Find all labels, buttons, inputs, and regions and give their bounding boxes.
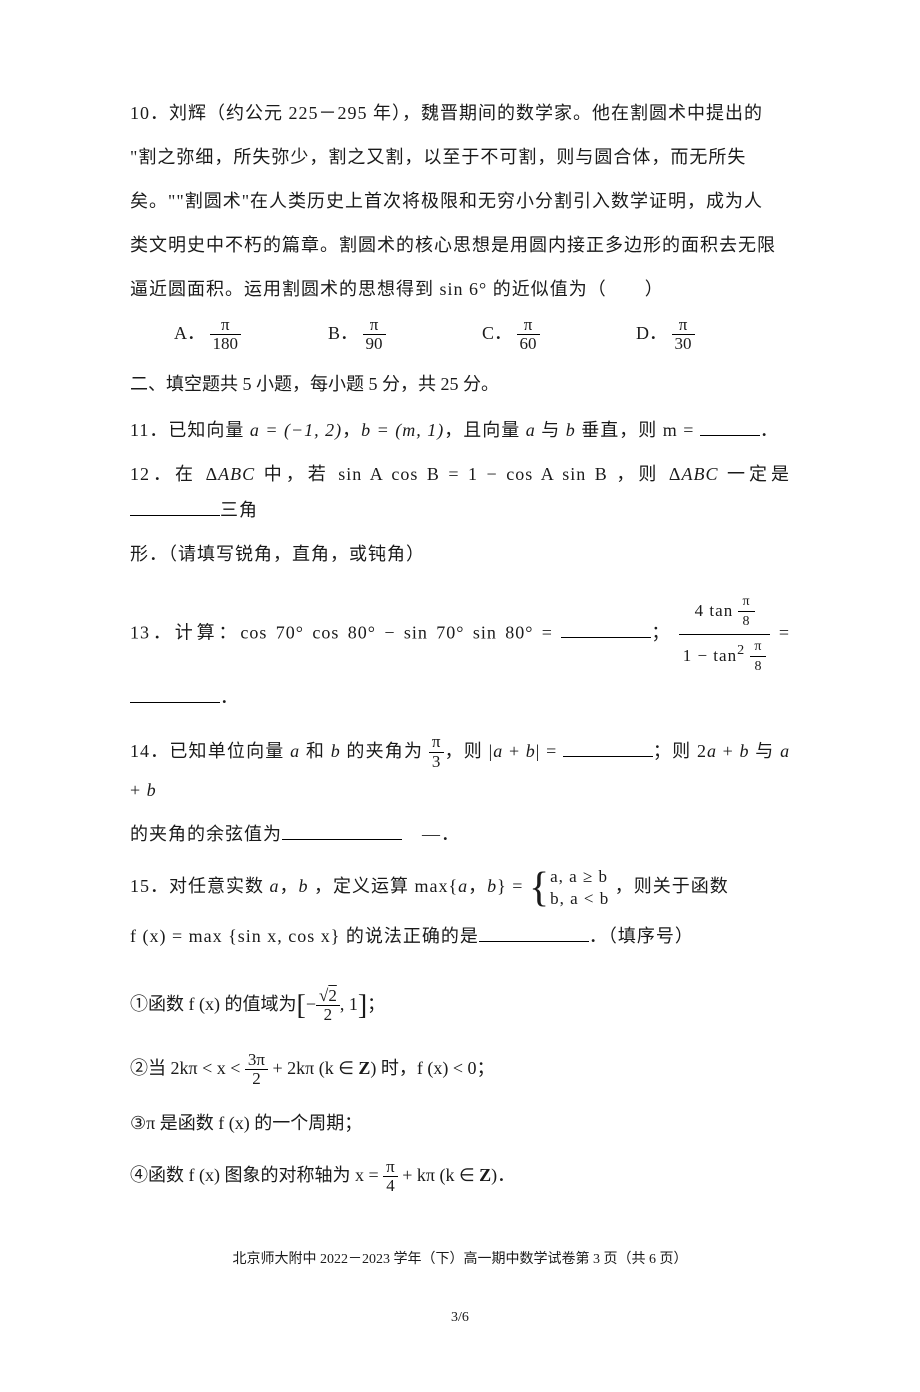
statement-2: ②当 2kπ < x < 3π2 + 2kπ (k ∈ Z) 时，f (x) <… (130, 1050, 790, 1089)
q12-line2: 形．（请填写锐角，直角，或钝角） (130, 536, 790, 572)
q12-line1: 12．在 ΔABC 中，若 sin A cos B = 1 − cos A si… (130, 456, 790, 528)
blank-input[interactable] (130, 498, 220, 516)
section2-title: 二、填空题共 5 小题，每小题 5 分，共 25 分。 (130, 366, 790, 402)
q15-line1: 15．对任意实数 a，b ，定义运算 max{a，b} = {a, a ≥ bb… (130, 866, 790, 910)
page-footer: 北京师大附中 2022－2023 学年（下）高一期中数学试卷第 3 页（共 6 … (130, 1246, 790, 1274)
choice-d: D． π30 (636, 315, 790, 354)
q10-line1: 10．刘辉（约公元 225－295 年），魏晋期间的数学家。他在割圆术中提出的 (130, 95, 790, 131)
blank-input[interactable] (563, 739, 653, 757)
q10-number: 10． (130, 103, 169, 123)
blank-input[interactable] (282, 822, 402, 840)
statement-4: ④函数 f (x) 图象的对称轴为 x = π4 + kπ (k ∈ Z)． (130, 1157, 790, 1196)
choice-b: B． π90 (328, 315, 482, 354)
q13: 13．计算：cos 70° cos 80° − sin 70° sin 80° … (130, 590, 790, 715)
blank-input[interactable] (700, 418, 760, 436)
q10-line5: 逼近圆面积。运用割圆术的思想得到 sin 6° 的近似值为（ ） (130, 271, 790, 307)
q10-choices: A． π180 B． π90 C． π60 D． π30 (130, 315, 790, 354)
q15-line2: f (x) = max {sin x, cos x} 的说法正确的是．（填序号） (130, 918, 790, 954)
q10-line2: "割之弥细，所失弥少，割之又割，以至于不可割，则与圆合体，而无所失 (130, 139, 790, 175)
blank-input[interactable] (130, 685, 220, 703)
blank-input[interactable] (479, 924, 589, 942)
blank-input[interactable] (561, 620, 651, 638)
q14-line2: 的夹角的余弦值为—． (130, 816, 790, 852)
page-number: 3/6 (130, 1304, 790, 1332)
cases: a, a ≥ bb, a < b (550, 866, 609, 910)
q11: 11．已知向量 a = (−1, 2)，b = (m, 1)，且向量 a 与 b… (130, 412, 790, 448)
brace-icon: { (529, 867, 550, 909)
q14-line1: 14．已知单位向量 a 和 b 的夹角为 π3，则 |a + b| = ；则 2… (130, 733, 790, 808)
q10-line3: 矣。""割圆术"在人类历史上首次将极限和无穷小分割引入数学证明，成为人 (130, 183, 790, 219)
statement-1: ①函数 f (x) 的值域为[−√22, 1]； (130, 978, 790, 1034)
q10-line4: 类文明史中不朽的篇章。割圆术的核心思想是用圆内接正多边形的面积去无限 (130, 227, 790, 263)
statement-3: ③π 是函数 f (x) 的一个周期； (130, 1105, 790, 1141)
q13-fraction: 4 tan π8 1 − tan2 π8 (679, 590, 771, 679)
choice-c: C． π60 (482, 315, 636, 354)
choice-a: A． π180 (174, 315, 328, 354)
